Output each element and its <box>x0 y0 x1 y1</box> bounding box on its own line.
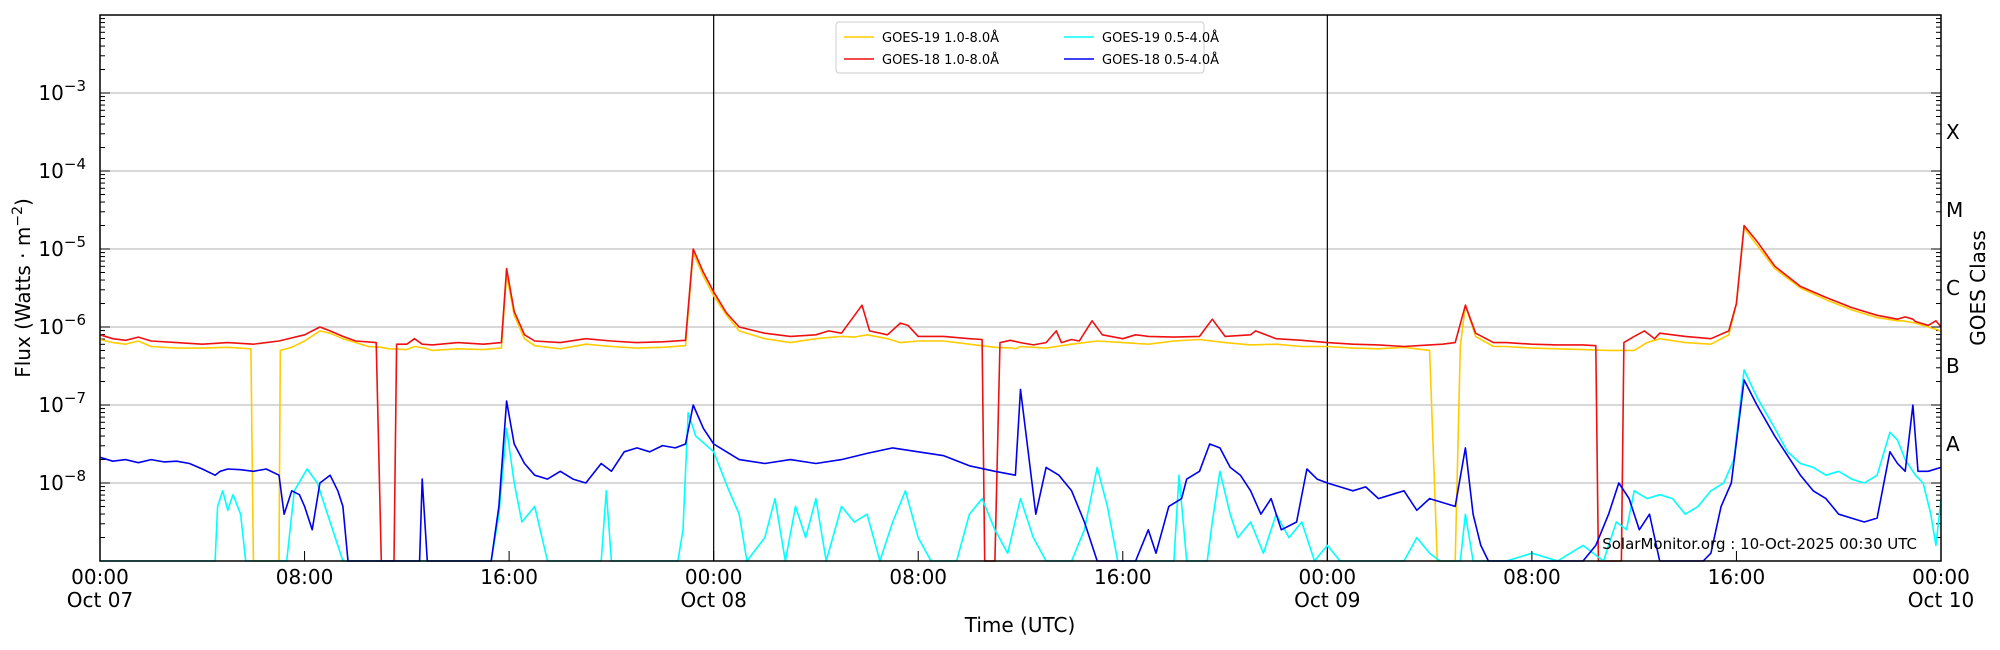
series-line-3 <box>99 379 1942 562</box>
watermark: SolarMonitor.org : 10-Oct-2025 00:30 UTC <box>1602 535 1917 553</box>
day-boundary-lines <box>713 15 1328 561</box>
x-tick-date-label: Oct 09 <box>1294 588 1360 612</box>
plot-frame <box>99 14 1942 562</box>
x-tick-label: 08:00 <box>889 565 947 589</box>
goes-class-label: X <box>1946 120 1960 144</box>
x-tick-label: 16:00 <box>480 565 538 589</box>
legend-box <box>835 21 1205 74</box>
series-line-1 <box>99 224 1942 562</box>
legend: GOES-19 1.0-8.0Å GOES-18 1.0-8.0Å GOES-19 … <box>835 21 1219 74</box>
goes-class-label: M <box>1946 198 1963 222</box>
y2-axis-title: GOES Class <box>1966 230 1990 346</box>
goes-class-labels: X M C B A <box>1946 120 1963 456</box>
legend-label: GOES-19 1.0-8.0Å <box>882 30 999 46</box>
legend-label: GOES-19 0.5-4.0Å <box>1102 30 1219 46</box>
x-tick-label: 00:00 <box>71 565 129 589</box>
x-tick-label: 08:00 <box>276 565 334 589</box>
y-tick-label: 10−6 <box>38 311 86 339</box>
legend-label: GOES-18 0.5-4.0Å <box>1102 52 1219 68</box>
y-axis-title: Flux (Watts · m−2) <box>10 198 35 378</box>
series-line-0 <box>99 227 1942 562</box>
x-axis-title: Time (UTC) <box>964 613 1076 637</box>
legend-label: GOES-18 1.0-8.0Å <box>882 52 999 68</box>
x-tick-label: 00:00 <box>685 565 743 589</box>
series-line-2 <box>100 369 1942 562</box>
grid-lines <box>100 92 1941 484</box>
data-series <box>99 224 1942 562</box>
x-tick-label: 00:00 <box>1912 565 1970 589</box>
minor-ticks <box>100 18 1941 539</box>
goes-class-label: C <box>1946 276 1960 300</box>
x-tick-date-label: Oct 10 <box>1908 588 1974 612</box>
x-tick-date-label: Oct 08 <box>680 588 746 612</box>
goes-class-label: A <box>1946 432 1960 456</box>
x-tick-label: 16:00 <box>1708 565 1766 589</box>
x-tick-label: 16:00 <box>1094 565 1152 589</box>
goes-class-label: B <box>1946 354 1960 378</box>
x-tick-label: 00:00 <box>1299 565 1357 589</box>
x-tick-label: 08:00 <box>1503 565 1561 589</box>
x-tick-date-label: Oct 07 <box>67 588 133 612</box>
